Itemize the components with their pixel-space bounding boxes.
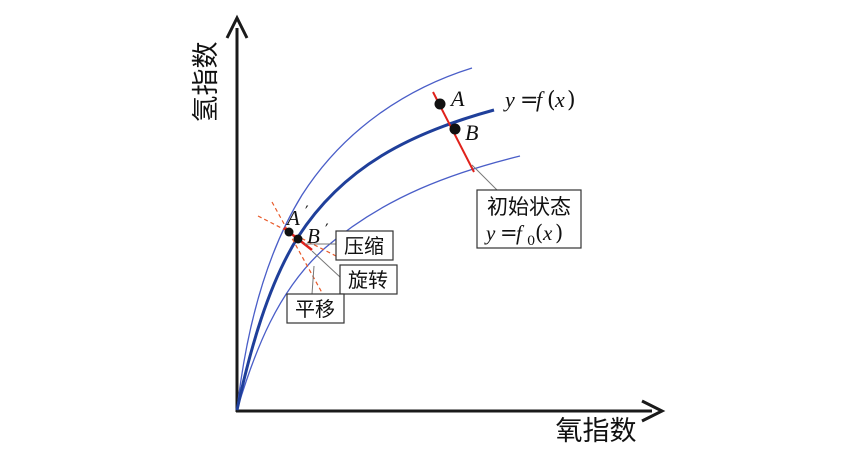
translate-box: 平移 (286, 293, 345, 324)
rotate-label: 旋转 (348, 268, 388, 292)
label-A-prime: A ′ (285, 202, 309, 230)
lower-envelope-curve (236, 155, 521, 411)
curve-label: y = f ( x ) (503, 87, 576, 113)
initial-state-title: 初始状态 (487, 195, 571, 219)
point-B-prime (293, 234, 303, 244)
compress-label: 压缩 (344, 234, 384, 258)
curve-label-x: x (554, 87, 565, 112)
svg-text:f: f (516, 221, 525, 245)
label-B-prime: B ′ (307, 220, 329, 248)
curve-label-eq: = (520, 88, 538, 113)
svg-text:′: ′ (305, 202, 309, 221)
point-A-prime (284, 227, 294, 237)
curve-label-f: f (536, 87, 545, 112)
x-axis-arrowhead (641, 399, 666, 423)
svg-text:(: ( (535, 221, 543, 245)
svg-text:B: B (307, 224, 320, 248)
svg-text:0: 0 (527, 234, 535, 249)
y-axis-label: 氢指数 (191, 42, 222, 123)
translate-label: 平移 (295, 297, 335, 321)
axes (225, 14, 666, 423)
leader-translate (311, 265, 315, 295)
curve-label-lp: ( (547, 88, 556, 113)
svg-text:=: = (500, 221, 518, 245)
initial-state-formula: y = f 0 ( x ) (484, 221, 563, 249)
curve-label-rp: ) (567, 88, 576, 113)
compress-box: 压缩 (335, 230, 394, 261)
svg-text:′: ′ (325, 220, 329, 239)
svg-text:y: y (484, 221, 496, 245)
svg-text:A: A (285, 206, 300, 230)
upper-envelope-curve (236, 67, 473, 411)
x-axis-label: 氧指数 (556, 416, 637, 447)
y-axis-arrowhead (225, 14, 249, 39)
label-B: B (465, 120, 478, 145)
leader-rotate (311, 250, 341, 278)
leader-initial-state (471, 164, 499, 192)
label-A: A (449, 86, 465, 111)
translate-dashed-line (271, 201, 327, 301)
svg-text:): ) (555, 221, 563, 245)
curve-label-y: y (503, 87, 515, 112)
point-A (434, 98, 446, 110)
initial-state-box: 初始状态 y = f 0 ( x ) (476, 189, 582, 249)
rotate-box: 旋转 (339, 264, 398, 295)
point-B (449, 123, 461, 135)
svg-text:x: x (542, 221, 553, 245)
